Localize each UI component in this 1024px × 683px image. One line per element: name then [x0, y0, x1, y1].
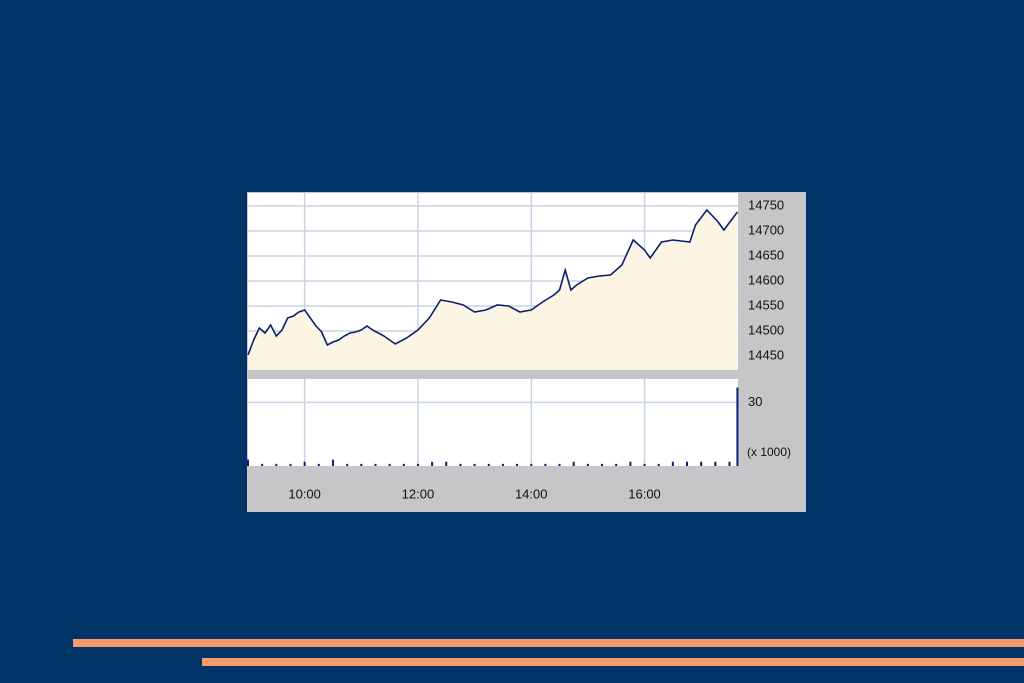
- volume-bar: [657, 463, 660, 466]
- volume-bar: [473, 463, 476, 466]
- volume-bar: [671, 461, 674, 466]
- volume-bar: [261, 463, 264, 466]
- volume-bar: [459, 463, 462, 466]
- decor-line: [202, 658, 1024, 666]
- y-tick-label: 14650: [748, 247, 784, 262]
- x-tick-label: 12:00: [402, 486, 435, 501]
- price-line: [247, 208, 739, 356]
- volume-bar: [728, 461, 731, 466]
- volume-bar: [275, 463, 278, 466]
- volume-bar: [601, 463, 604, 466]
- charts: 14450 14500 14550 14600 14650 14700 14750 30 (x …: [247, 193, 791, 501]
- y-tick-label: 14550: [748, 297, 784, 312]
- volume-bar: [431, 461, 434, 466]
- volume-bar: [402, 463, 405, 466]
- y-tick-label: 14450: [748, 347, 784, 362]
- volume-bar: [516, 463, 519, 466]
- volume-bar: [445, 461, 448, 466]
- x-tick-label: 14:00: [515, 486, 548, 501]
- volume-bar: [317, 463, 320, 466]
- volume-bar: [615, 463, 618, 466]
- y-tick-label: 14750: [748, 197, 784, 212]
- volume-bar: [558, 463, 561, 466]
- volume-bar: [303, 461, 306, 466]
- volume-bar: [736, 387, 739, 466]
- volume-bar: [388, 463, 391, 466]
- volume-bar: [487, 463, 490, 466]
- volume-bar: [530, 463, 533, 466]
- x-tick-label: 10:00: [288, 486, 321, 501]
- volume-bar: [331, 459, 334, 466]
- volume-bar: [374, 463, 377, 466]
- volume-bar: [643, 463, 646, 466]
- volume-bar: [346, 463, 349, 466]
- y-tick-label: 14700: [748, 222, 784, 237]
- area-fill: [248, 210, 738, 370]
- volume-bar: [289, 463, 292, 466]
- volume-bar: [586, 463, 589, 466]
- volume-bar: [629, 461, 632, 466]
- volume-bar: [686, 461, 689, 466]
- volume-bar: [360, 463, 363, 466]
- y-tick-label: 14500: [748, 322, 784, 337]
- volume-bar: [247, 459, 249, 466]
- y-unit-label: (x 1000): [747, 445, 791, 459]
- decor-line: [73, 639, 1024, 647]
- y-tick-label: 14600: [748, 272, 784, 287]
- volume-plot: [248, 379, 738, 466]
- y-tick-label: 30: [748, 394, 762, 409]
- volume-bar: [544, 463, 547, 466]
- x-tick-label: 16:00: [628, 486, 661, 501]
- volume-bar: [714, 461, 717, 466]
- volume-bar: [416, 463, 419, 466]
- volume-bar: [501, 463, 504, 466]
- volume-bar: [572, 461, 575, 466]
- volume-bar: [700, 461, 703, 466]
